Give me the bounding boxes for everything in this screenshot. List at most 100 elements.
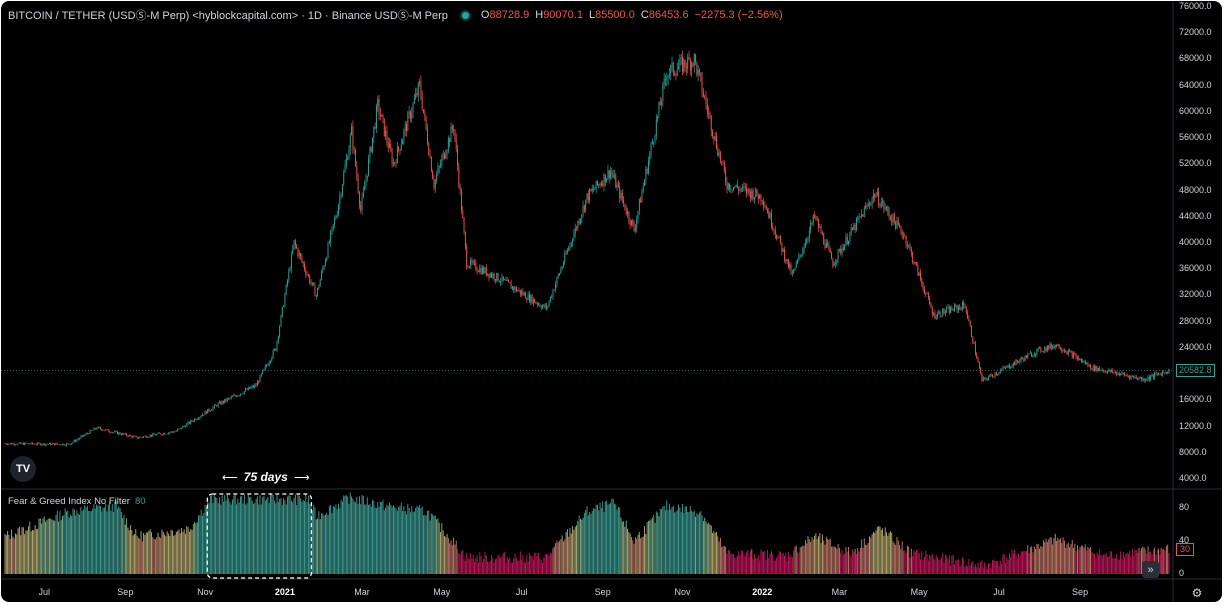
candle xyxy=(931,305,933,318)
fg-bar xyxy=(205,506,207,574)
fg-bar xyxy=(995,561,997,574)
fg-bar xyxy=(1086,550,1088,574)
fg-bar xyxy=(1097,554,1099,574)
candle xyxy=(284,292,286,308)
fg-bar xyxy=(318,511,320,574)
candle xyxy=(1063,348,1065,354)
fg-bar xyxy=(855,553,857,574)
candle xyxy=(470,257,472,270)
candle xyxy=(290,251,292,274)
fg-bar xyxy=(222,501,224,574)
candle xyxy=(942,308,944,317)
fg-bar xyxy=(447,538,449,574)
fg-bar xyxy=(488,562,490,574)
fg-bar xyxy=(990,568,992,574)
scroll-to-realtime-button[interactable]: » xyxy=(1142,561,1159,578)
candle xyxy=(15,444,16,446)
candle xyxy=(115,430,117,432)
candle xyxy=(717,144,719,157)
fg-bar xyxy=(752,559,754,574)
fg-bar xyxy=(598,510,600,574)
fg-bar xyxy=(232,499,234,574)
candle xyxy=(109,430,111,434)
fg-bar xyxy=(1078,549,1080,574)
candle xyxy=(712,129,714,139)
fg-bar xyxy=(869,536,870,574)
fg-bar xyxy=(680,512,682,574)
candle xyxy=(674,70,676,77)
candle xyxy=(492,271,494,280)
fg-bar xyxy=(92,508,94,574)
fg-bar xyxy=(772,554,774,574)
candle xyxy=(576,225,577,231)
candle xyxy=(654,133,656,145)
fg-bar xyxy=(918,553,920,574)
fg-bar xyxy=(1112,558,1114,574)
candle xyxy=(166,433,168,435)
candle xyxy=(160,433,162,435)
candle xyxy=(570,241,572,248)
fg-bar xyxy=(513,558,515,574)
candle xyxy=(634,224,636,234)
fg-bar xyxy=(106,511,108,574)
candle xyxy=(627,207,629,218)
fg-bar xyxy=(224,494,226,574)
fg-bar xyxy=(443,536,445,574)
fg-bar xyxy=(426,510,428,574)
tradingview-logo-icon[interactable]: TV xyxy=(10,456,36,482)
candle xyxy=(1011,364,1013,368)
fg-bar xyxy=(29,521,31,574)
candle xyxy=(502,276,504,282)
candle xyxy=(827,239,829,248)
candle xyxy=(424,108,426,122)
fg-bar xyxy=(1093,553,1095,574)
candle xyxy=(522,288,524,297)
candle xyxy=(895,220,897,231)
candle xyxy=(298,250,300,259)
candle xyxy=(432,169,434,180)
candle xyxy=(897,216,899,227)
candle xyxy=(803,243,805,254)
candle xyxy=(624,203,626,211)
candle xyxy=(651,138,653,145)
fg-bar xyxy=(829,538,831,574)
candle xyxy=(92,429,94,431)
candle xyxy=(419,78,421,87)
fg-bar xyxy=(113,512,115,574)
indicator-title[interactable]: Fear & Greed Index No Filter 80 xyxy=(8,496,146,507)
fg-bar xyxy=(897,540,899,574)
candle xyxy=(946,305,948,313)
candle xyxy=(460,187,462,214)
price-tick-label: 72000.0 xyxy=(1179,27,1212,38)
candle xyxy=(85,432,87,436)
candle xyxy=(148,436,150,438)
fg-bar xyxy=(620,517,622,574)
fg-bar xyxy=(1058,539,1060,574)
indicator-tick-label: 80 xyxy=(1179,501,1190,512)
candle xyxy=(854,222,856,234)
candle xyxy=(246,387,248,391)
candle xyxy=(733,186,734,192)
symbol-title[interactable]: BITCOIN / TETHER (USDⓈ-M Perp) <hyblockc… xyxy=(8,10,448,22)
candle xyxy=(207,408,209,414)
fg-bar xyxy=(1044,542,1046,574)
candle xyxy=(838,248,840,253)
candle xyxy=(281,306,283,318)
fg-bar xyxy=(304,500,305,574)
candle xyxy=(729,183,731,193)
fg-bar xyxy=(234,493,236,574)
fg-bar xyxy=(526,554,528,574)
candle xyxy=(275,348,277,351)
fg-bar xyxy=(130,525,132,574)
settings-button[interactable]: ⚙ xyxy=(1190,586,1204,600)
fg-bar xyxy=(1087,546,1089,574)
fg-bar xyxy=(249,497,251,574)
fg-bar xyxy=(237,498,239,574)
fg-bar xyxy=(569,528,571,574)
fg-bar xyxy=(76,510,78,574)
candle xyxy=(577,220,579,231)
fg-bar xyxy=(695,516,697,574)
fg-bar xyxy=(984,562,986,574)
candle xyxy=(107,428,109,432)
